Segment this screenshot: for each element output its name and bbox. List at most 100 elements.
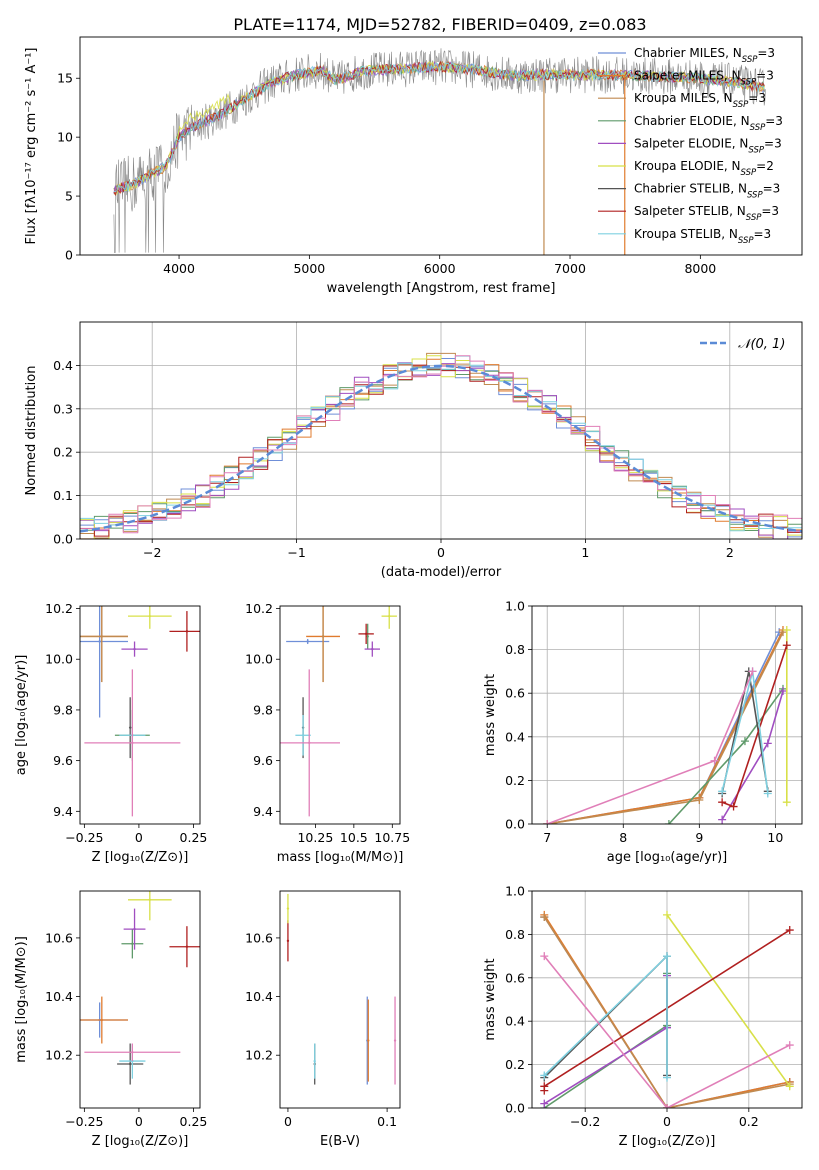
age_vs_mass-ytick-label: 10.2 xyxy=(245,601,273,616)
mass_vs_Z-xlabel: Z [log₁₀(Z/Z⊙)] xyxy=(92,1134,189,1149)
residuals-xtick-label: 2 xyxy=(726,545,734,560)
weight-marker-pink xyxy=(748,667,757,676)
mass_vs_ebv-panel: 0 0.1 10.2 10.4 10.6 E(B-V) xyxy=(245,890,401,1149)
weight-marker-kroupa_miles xyxy=(695,796,704,805)
legend-suffix: =3 xyxy=(764,136,782,150)
mass_vs_Z-ytick-label: 10.6 xyxy=(45,930,73,945)
spectrum-xtick-label: 7000 xyxy=(554,261,586,276)
legend-suffix: =3 xyxy=(761,204,779,218)
legend-label-kroupa_stelib: Kroupa STELIB, NSSP=3 xyxy=(634,227,771,246)
spectrum-xtick-label: 5000 xyxy=(293,261,325,276)
legend-subscript: SSP xyxy=(746,213,762,223)
weight-marker-kroupa_elodie xyxy=(785,1082,794,1091)
mass_vs_Z-ytick-label: 10.4 xyxy=(45,989,73,1004)
age_vs_Z-plot-area xyxy=(80,606,200,817)
age_vs_mass-ytick-label: 9.4 xyxy=(253,804,273,819)
age_vs_Z-xlabel: Z [log₁₀(Z/Z⊙)] xyxy=(92,850,189,865)
errorbar-point-chabrier_stelib xyxy=(128,726,132,729)
errorbar-point-pink xyxy=(393,1039,397,1042)
age_vs_Z-frame xyxy=(79,605,201,825)
age_vs_Z-ytick-label: 9.8 xyxy=(53,702,73,717)
weight_vs_Z-frame xyxy=(531,890,803,1109)
legend-suffix: =3 xyxy=(754,227,772,241)
residuals-ytick-label: 0.2 xyxy=(53,445,73,460)
weight-line-kroupa_miles xyxy=(543,916,790,1108)
residuals-ytick-label: 0.1 xyxy=(53,488,73,503)
errorbar-point-kroupa_elodie xyxy=(286,907,290,910)
weight-line-kroupa_miles xyxy=(547,631,784,824)
gaussian-curve xyxy=(80,364,802,533)
age_vs_Z-ytick-label: 9.4 xyxy=(53,804,73,819)
weight-marker-kroupa_stelib xyxy=(763,789,772,798)
spectrum-ytick-label: 15 xyxy=(57,71,73,86)
errorbar-point-chabrier_miles xyxy=(98,640,101,643)
spectrum-frame xyxy=(79,36,803,256)
weight-marker-pink xyxy=(543,820,552,824)
age_vs_Z-ytick-label: 9.6 xyxy=(53,753,73,768)
mass_vs_Z-panel: −0.25 0 0.25 10.2 10.4 10.6 Z [log₁₀(Z/Z⊙)] mas… xyxy=(14,890,208,1149)
age_vs_mass-ytick-label: 10.0 xyxy=(245,652,273,667)
errorbar-point-kroupa_elodie xyxy=(148,898,152,901)
legend-subscript: SSP xyxy=(750,123,766,133)
errorbar-point-kroupa_miles xyxy=(321,635,325,638)
weight_vs_Z-xtick-label: −0.2 xyxy=(570,1114,600,1129)
mass_vs_Z-xtick-label: 0.25 xyxy=(180,1114,208,1129)
weight_vs_age-ytick-label: 0.6 xyxy=(505,686,525,701)
weight-line-salpeter_stelib xyxy=(721,644,788,808)
legend-label-kroupa_miles: Kroupa MILES, NSSP=3 xyxy=(634,91,766,110)
errorbar-point-kroupa_stelib xyxy=(301,734,305,737)
legend-suffix: =3 xyxy=(756,69,774,83)
age_vs_Z-xtick-label: −0.25 xyxy=(65,830,103,845)
errorbar-point-kroupa_elodie xyxy=(148,614,152,618)
age_vs_mass-ytick-label: 9.6 xyxy=(253,753,273,768)
weight_vs_Z-xtick-label: 0.2 xyxy=(739,1114,759,1129)
age_vs_Z-xtick-label: 0 xyxy=(135,830,143,845)
mass_vs_Z-ytick-label: 10.2 xyxy=(45,1048,73,1063)
weight_vs_age-ytick-label: 1.0 xyxy=(505,599,525,614)
weight-marker-pink xyxy=(710,756,719,765)
age_vs_mass-xtick-label: 10.25 xyxy=(297,830,333,845)
residuals-ytick-label: 0.0 xyxy=(53,532,73,547)
legend-subscript: SSP xyxy=(733,100,749,110)
legend-subscript: SSP xyxy=(747,191,763,201)
mass_vs_ebv-ytick-label: 10.6 xyxy=(245,930,273,945)
age_vs_Z-ytick-label: 10.0 xyxy=(45,652,73,667)
weight-marker-salpeter_elodie xyxy=(718,815,727,824)
weight_vs_age-ytick-label: 0.2 xyxy=(505,773,525,788)
errorbar-point-pink xyxy=(131,1051,134,1054)
errorbar-point-salpeter_stelib xyxy=(185,945,189,948)
weight_vs_Z-ytick-label: 0.2 xyxy=(505,1057,525,1072)
weight_vs_age-ylabel: mass weight xyxy=(483,674,498,756)
weight_vs_age-panel: 7 8 9 10 0.0 0.2 0.4 0.6 0.8 1.0 age [log₁₀(age/yr… xyxy=(483,599,803,865)
legend-label-kroupa_elodie: Kroupa ELODIE, NSSP=2 xyxy=(634,159,774,178)
weight-marker-kroupa_elodie xyxy=(663,910,671,919)
weight_vs_Z-ylabel: mass weight xyxy=(483,958,498,1040)
spectrum-model-salpeter_stelib xyxy=(113,60,765,196)
weight_vs_age-frame xyxy=(531,605,803,825)
weight-line-salpeter_miles xyxy=(547,629,784,824)
errorbar-point-salpeter_elodie xyxy=(133,647,136,651)
legend-suffix: =3 xyxy=(748,91,766,105)
mass_vs_Z-ylabel: mass [log₁₀(M/M⊙)] xyxy=(14,936,29,1063)
weight_vs_Z-ytick-label: 0.8 xyxy=(505,927,525,942)
legend-subscript: SSP xyxy=(738,236,754,246)
weight_vs_age-plot-area xyxy=(543,625,791,824)
errorbar-point-pink xyxy=(308,741,311,745)
residuals-panel: −2 −1 0 1 2 0.0 0.1 0.2 0.3 0.4 (data-model)/error… xyxy=(24,321,803,580)
age_vs_Z-panel: −0.25 0 0.25 9.4 9.6 9.8 10.0 10.2 Z [log₁₀(Z/Z⊙… xyxy=(14,601,207,865)
weight-marker-chabrier_elodie xyxy=(740,737,749,746)
spectrum-model-kroupa_stelib xyxy=(113,61,765,193)
spectrum-panel: 4000 5000 6000 7000 8000 0 5 10 15 wavelength [An… xyxy=(24,36,803,296)
age_vs_mass-frame xyxy=(279,605,401,825)
errorbar-point-chabrier_stelib xyxy=(128,1062,132,1066)
mass_vs_Z-frame xyxy=(79,890,201,1109)
weight_vs_Z-plot-area xyxy=(540,910,794,1108)
weight-marker-pink xyxy=(785,1041,794,1050)
errorbar-point-salpeter_elodie xyxy=(133,927,136,931)
weight-marker-kroupa_stelib xyxy=(663,1073,671,1082)
residuals-ytick-label: 0.4 xyxy=(53,358,73,373)
weight_vs_age-ytick-label: 0.8 xyxy=(505,642,525,657)
mass_vs_ebv-ytick-label: 10.2 xyxy=(245,1048,273,1063)
legend-label-salpeter_elodie: Salpeter ELODIE, NSSP=3 xyxy=(634,136,782,155)
weight-marker-salpeter_stelib xyxy=(540,1082,549,1091)
